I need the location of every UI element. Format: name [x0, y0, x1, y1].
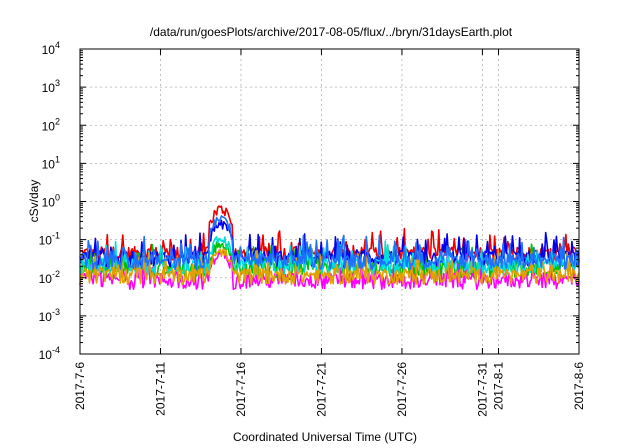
y-axis-label: cSv/day — [27, 180, 41, 223]
grid — [79, 48, 580, 355]
x-axis-label: Coordinated Universal Time (UTC) — [233, 430, 417, 444]
series-line — [79, 248, 580, 286]
y-tick-label: 101 — [42, 154, 60, 171]
y-tick-label: 10-1 — [39, 231, 60, 248]
y-tick-label: 103 — [42, 78, 60, 95]
x-tick-label: 2017-7-31 — [475, 362, 489, 417]
x-tick-label: 2017-8-6 — [572, 362, 586, 410]
x-tick-label: 2017-8-1 — [492, 362, 506, 410]
x-tick-label: 2017-7-26 — [395, 362, 409, 417]
x-tick-label: 2017-7-21 — [314, 362, 328, 417]
series-line — [79, 215, 580, 271]
series-line — [79, 219, 580, 268]
y-axis-ticks: 10-4 10-3 10-2 10-1 100 101 102 103 104 — [39, 40, 579, 362]
y-tick-label: 10-3 — [39, 307, 60, 324]
plot-frame — [79, 48, 580, 355]
x-tick-label: 2017-7-16 — [234, 362, 248, 417]
y-tick-label: 10-4 — [39, 345, 60, 362]
series-group — [79, 205, 580, 291]
y-tick-label: 104 — [42, 40, 60, 57]
chart-title: /data/run/goesPlots/archive/2017-08-05/f… — [150, 25, 513, 39]
x-tick-label: 2017-7-6 — [73, 362, 87, 410]
y-tick-label: 100 — [42, 193, 60, 210]
x-axis-ticks: 2017-7-6 2017-7-11 2017-7-16 2017-7-21 2017-… — [73, 49, 586, 417]
x-tick-label: 2017-7-11 — [153, 362, 167, 416]
y-tick-label: 10-2 — [39, 269, 60, 286]
y-tick-label: 102 — [42, 116, 60, 133]
